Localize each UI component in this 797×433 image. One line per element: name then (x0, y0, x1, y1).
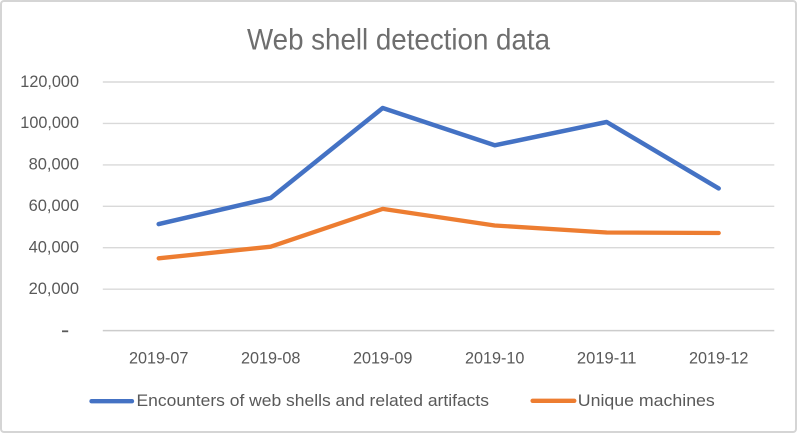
svg-text:2019-07: 2019-07 (129, 350, 189, 368)
svg-text:120,000: 120,000 (20, 73, 79, 91)
svg-text:2019-08: 2019-08 (241, 350, 301, 368)
svg-text:100,000: 100,000 (20, 114, 79, 132)
svg-text:2019-10: 2019-10 (465, 350, 525, 368)
svg-text:2019-09: 2019-09 (353, 350, 413, 368)
svg-text:2019-12: 2019-12 (689, 350, 749, 368)
svg-text:Encounters of web shells and r: Encounters of web shells and related art… (137, 392, 490, 410)
svg-text:60,000: 60,000 (29, 197, 79, 215)
svg-text:40,000: 40,000 (29, 239, 79, 257)
svg-text:80,000: 80,000 (29, 156, 79, 174)
svg-text:Unique machines: Unique machines (578, 392, 715, 410)
svg-text:20,000: 20,000 (29, 280, 79, 298)
svg-text:2019-11: 2019-11 (577, 350, 637, 368)
svg-text:Web shell detection data: Web shell detection data (247, 23, 551, 56)
